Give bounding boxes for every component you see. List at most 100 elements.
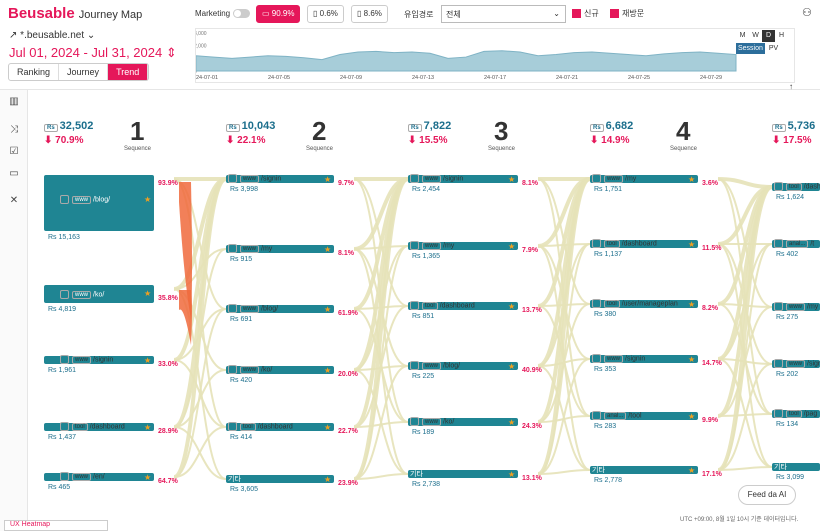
node-bar[interactable]	[590, 412, 698, 420]
collapse-up-icon[interactable]: ↑	[789, 82, 793, 91]
node-bar[interactable]	[772, 410, 820, 418]
node-bar[interactable]	[772, 240, 820, 248]
journey-node[interactable]: tool/pag Rs 134	[772, 409, 820, 428]
marketing-toggle[interactable]: Marketing	[195, 9, 251, 19]
tab-trend[interactable]: Trend	[108, 64, 149, 80]
star-icon[interactable]: ★	[144, 473, 152, 482]
journey-node[interactable]: tool/dashboard Rs 1,137 ★ 11.5%	[590, 239, 721, 258]
node-bar[interactable]	[590, 355, 698, 363]
node-bar[interactable]	[44, 285, 154, 303]
journey-node[interactable]: www/signin Rs 353 ★ 14.7%	[590, 354, 722, 373]
journey-node[interactable]: tool/dashboard Rs 851 ★ 13.7%	[408, 301, 542, 320]
node-bar[interactable]	[226, 366, 334, 374]
feed-ai-button[interactable]: Feed da AI	[738, 485, 796, 505]
user-icon[interactable]: ⚇	[802, 7, 812, 19]
channel-select[interactable]: 전체 ⌄	[441, 5, 566, 23]
node-bar[interactable]	[772, 360, 820, 368]
panel-icon[interactable]: ▥	[9, 96, 19, 107]
journey-node[interactable]: www/ko/ Rs 4,819 ★ 35.8%	[44, 285, 178, 313]
node-bar[interactable]	[226, 475, 334, 483]
node-bar[interactable]	[590, 300, 698, 308]
journey-node[interactable]: 기타 Rs 2,778 ★ 17.1%	[590, 466, 722, 484]
folder-icon[interactable]: ▭	[9, 168, 19, 179]
shuffle-icon[interactable]: ⤨	[10, 124, 18, 135]
journey-node[interactable]: www/signin Rs 2,454 ★ 8.1%	[408, 174, 538, 193]
journey-node[interactable]: tool/dashboard Rs 414 ★ 22.7%	[226, 422, 358, 441]
star-icon[interactable]: ★	[508, 175, 516, 184]
star-icon[interactable]: ★	[688, 355, 696, 364]
star-icon[interactable]: ★	[508, 418, 516, 427]
journey-node[interactable]: tool/dashboard Rs 1,437 ★ 28.9%	[44, 422, 178, 441]
journey-node[interactable]: anal.../tool Rs 283 ★ 9.9%	[590, 411, 718, 430]
node-bar[interactable]	[44, 423, 154, 431]
domain-selector[interactable]: ↗ *.beusable.net ⌄	[9, 30, 96, 41]
journey-node[interactable]: 기타 Rs 3,099	[772, 463, 820, 481]
journey-node[interactable]: tool/dashb Rs 1,624	[772, 182, 820, 201]
node-bar[interactable]	[408, 470, 518, 478]
return-visitor-checkbox[interactable]: 재방문	[610, 8, 644, 19]
star-icon[interactable]: ★	[688, 466, 696, 475]
journey-node[interactable]: www/my Rs 915 ★ 8.1%	[226, 244, 354, 263]
granularity-d[interactable]: D	[762, 30, 775, 42]
journey-node[interactable]: www/my Rs 275	[772, 302, 820, 321]
node-bar[interactable]	[590, 240, 698, 248]
ux-heatmap-tab[interactable]: UX Heatmap	[4, 520, 108, 531]
star-icon[interactable]: ★	[144, 195, 152, 204]
star-icon[interactable]: ★	[324, 475, 332, 484]
journey-node[interactable]: www/ko/ Rs 420 ★ 20.0%	[226, 365, 358, 384]
star-icon[interactable]: ★	[144, 289, 152, 298]
star-icon[interactable]: ★	[508, 302, 516, 311]
granularity-h[interactable]: H	[778, 32, 785, 39]
node-bar[interactable]	[590, 466, 698, 474]
node-bar[interactable]	[44, 473, 154, 481]
metric-pv[interactable]: PV	[768, 45, 779, 52]
star-icon[interactable]: ★	[508, 242, 516, 251]
journey-node[interactable]: tool/user/manageplan Rs 380 ★ 8.2%	[590, 299, 718, 318]
node-bar[interactable]	[44, 356, 154, 364]
journey-node[interactable]: www/signin Rs 3,998 ★ 9.7%	[226, 174, 354, 193]
star-icon[interactable]: ★	[324, 366, 332, 375]
tab-journey[interactable]: Journey	[59, 64, 109, 80]
journey-node[interactable]: www/ko/ Rs 189 ★ 24.3%	[408, 417, 542, 436]
device-mobile-button[interactable]: ▯ 8.6%	[351, 5, 388, 23]
star-icon[interactable]: ★	[144, 356, 152, 365]
journey-node[interactable]: www/blog/ Rs 15,163 ★ 93.9%	[44, 175, 178, 241]
journey-node[interactable]: www/my Rs 1,365 ★ 7.9%	[408, 241, 538, 260]
node-bar[interactable]	[772, 463, 820, 471]
node-bar[interactable]	[408, 242, 518, 250]
star-icon[interactable]: ★	[508, 470, 516, 479]
star-icon[interactable]: ★	[688, 175, 696, 184]
node-bar[interactable]	[226, 245, 334, 253]
star-icon[interactable]: ★	[324, 305, 332, 314]
node-bar[interactable]	[226, 305, 334, 313]
star-icon[interactable]: ★	[144, 423, 152, 432]
checklist-icon[interactable]: ☑	[9, 146, 19, 157]
journey-node[interactable]: 기타 Rs 3,605 ★ 23.9%	[226, 475, 358, 493]
node-bar[interactable]	[226, 175, 334, 183]
tab-ranking[interactable]: Ranking	[9, 64, 60, 80]
node-bar[interactable]	[408, 302, 518, 310]
date-range-picker[interactable]: Jul 01, 2024 - Jul 31, 2024 ⇕	[9, 45, 177, 60]
node-bar[interactable]	[408, 418, 518, 426]
metric-session[interactable]: Session	[736, 43, 765, 54]
journey-node[interactable]: www/en/ Rs 465 ★ 64.7%	[44, 472, 178, 491]
star-icon[interactable]: ★	[324, 423, 332, 432]
journey-node[interactable]: anal.../t Rs 402	[772, 239, 820, 258]
journey-node[interactable]: www/blog/ Rs 225 ★ 40.9%	[408, 361, 542, 380]
journey-node[interactable]: 기타 Rs 2,738 ★ 13.1%	[408, 470, 542, 488]
new-visitor-checkbox[interactable]: 신규	[572, 8, 599, 19]
device-tablet-button[interactable]: ▯ 0.6%	[307, 5, 344, 23]
node-bar[interactable]	[408, 175, 518, 183]
device-pc-button[interactable]: ▭ 90.9%	[256, 5, 301, 23]
node-bar[interactable]	[590, 175, 698, 183]
node-bar[interactable]	[772, 303, 820, 311]
journey-node[interactable]: www/blog/ Rs 691 ★ 61.9%	[226, 304, 358, 323]
star-icon[interactable]: ★	[508, 362, 516, 371]
node-bar[interactable]	[226, 423, 334, 431]
star-icon[interactable]: ★	[688, 412, 696, 421]
node-bar[interactable]	[772, 183, 820, 191]
star-icon[interactable]: ★	[688, 240, 696, 249]
journey-node[interactable]: www/signin Rs 1,961 ★ 33.0%	[44, 355, 178, 374]
star-icon[interactable]: ★	[324, 245, 332, 254]
star-icon[interactable]: ★	[324, 175, 332, 184]
